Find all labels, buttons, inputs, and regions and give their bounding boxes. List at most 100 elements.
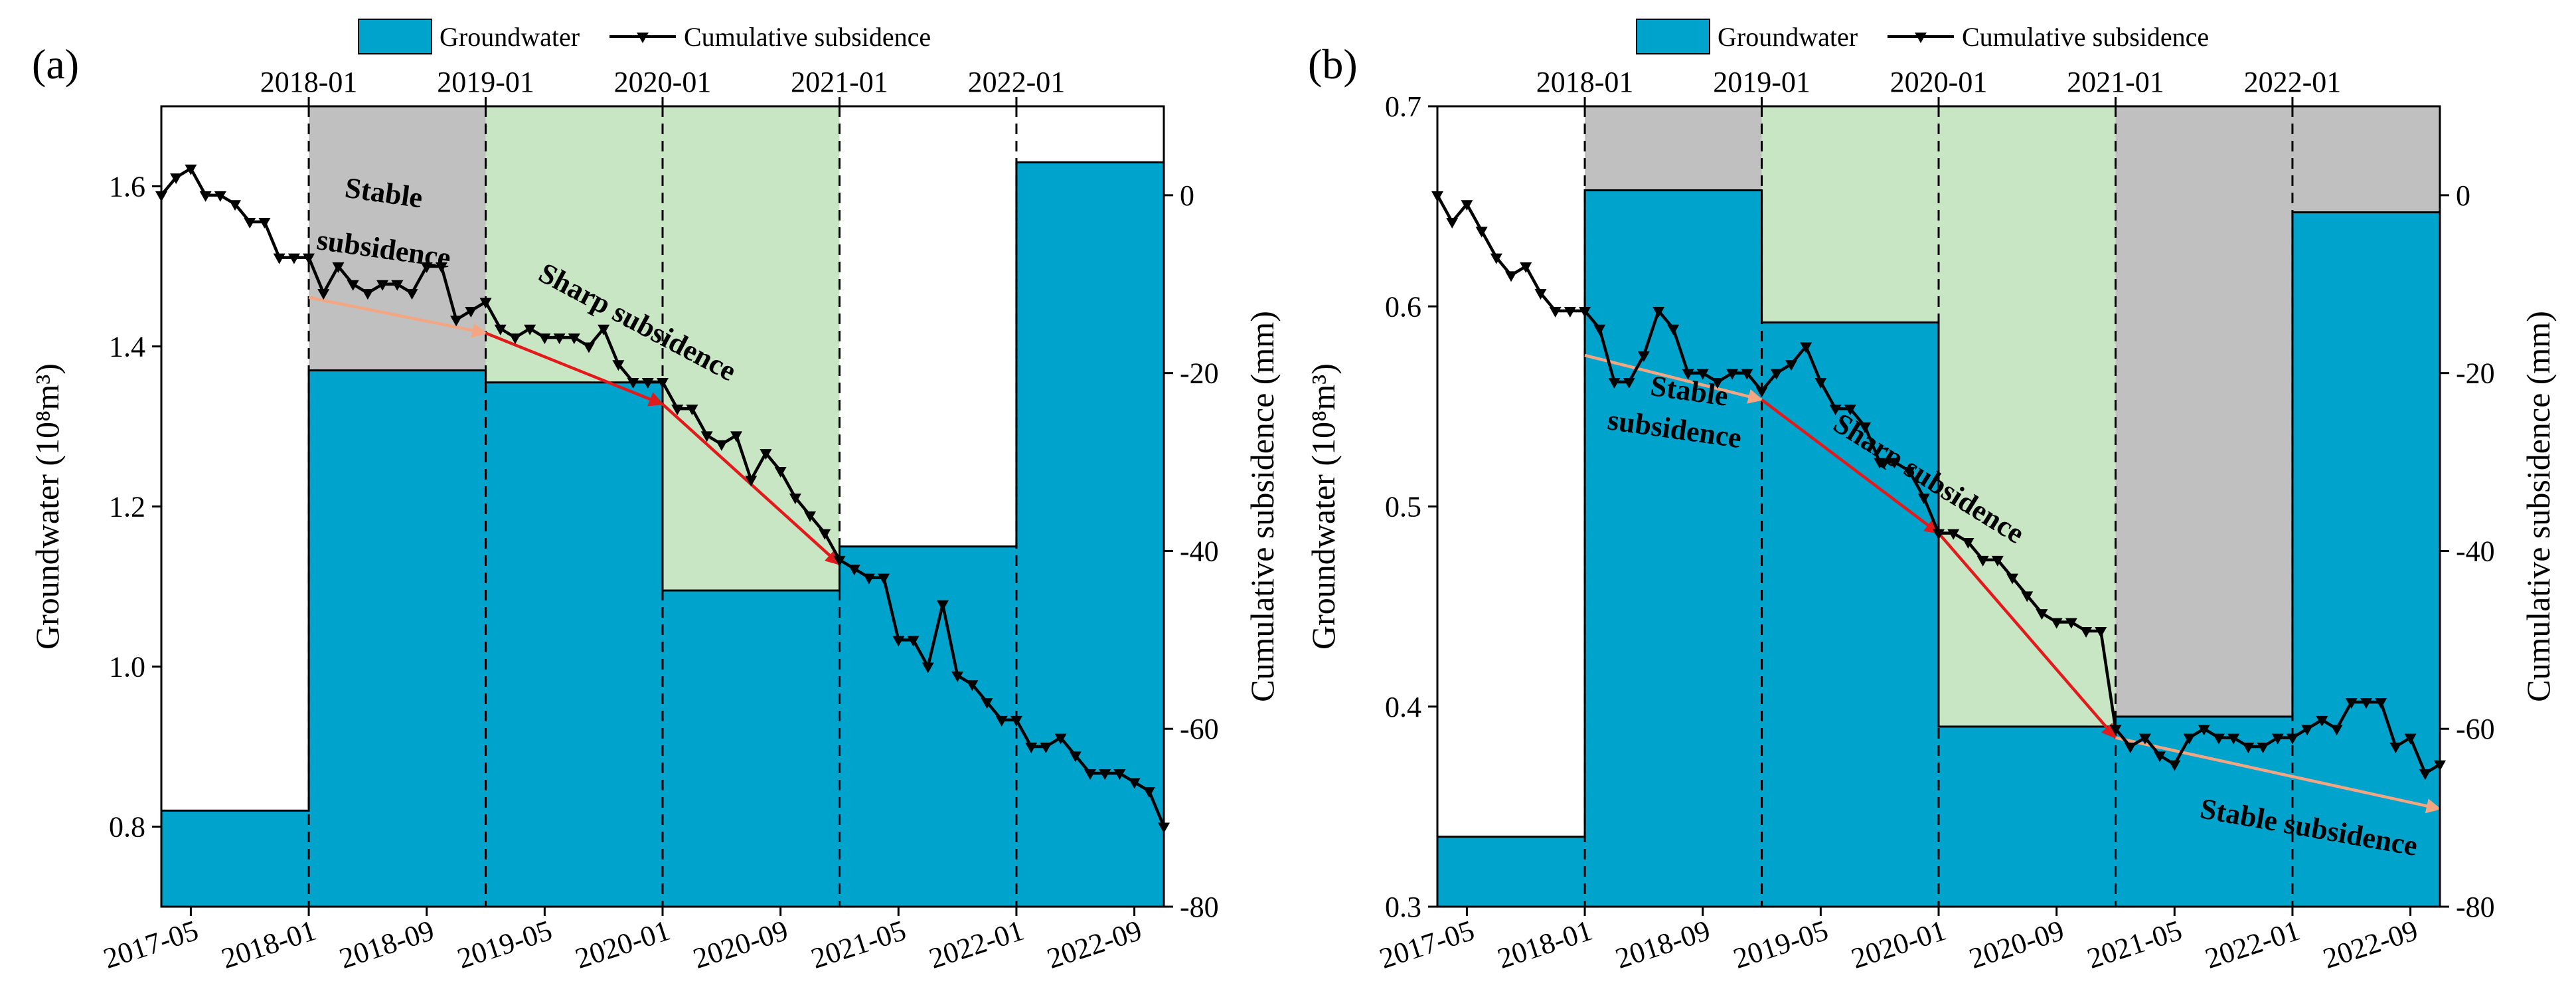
legend: Groundwater Cumulative subsidence xyxy=(1636,19,2209,54)
right-tick-label: -60 xyxy=(2456,713,2495,745)
subsidence-point xyxy=(2330,725,2343,736)
subsidence-point xyxy=(922,662,934,674)
subsidence-point xyxy=(2271,733,2284,745)
subsidence-point xyxy=(2257,743,2269,753)
subsidence-point xyxy=(1888,458,1901,469)
subsidence-point xyxy=(1947,529,1960,540)
panel-label: (b) xyxy=(1308,41,1358,88)
subsidence-point xyxy=(214,191,226,202)
subsidence-point xyxy=(1874,458,1886,469)
subsidence-point xyxy=(406,289,418,300)
subsidence-point xyxy=(2036,609,2048,620)
subsidence-point xyxy=(1858,422,1871,433)
subsidence-point xyxy=(789,494,801,505)
top-tick-label: 2022-01 xyxy=(968,66,1066,98)
left-tick-label: 0.8 xyxy=(109,811,145,844)
subsidence-point xyxy=(1844,405,1856,416)
chart-panel-a: 0.8 1.0 1.2 1.4 1.6 0 -20 -40 -60 -80 2018-01 2019-… xyxy=(29,19,1281,975)
subsidence-point xyxy=(966,680,979,691)
trend-arrow xyxy=(1937,532,2117,739)
subsidence-point xyxy=(2198,725,2210,736)
subsidence-point xyxy=(1652,306,1665,318)
top-tick-label: 2018-01 xyxy=(1536,66,1634,98)
legend-subsidence-marker xyxy=(1915,33,1927,43)
bottom-tick-label: 2020-09 xyxy=(1965,914,2068,975)
right-tick-label: -80 xyxy=(1180,891,1219,923)
legend-groundwater-swatch xyxy=(1636,19,1710,54)
bottom-tick-label: 2018-01 xyxy=(218,914,321,975)
subsidence-point xyxy=(568,333,580,345)
legend-groundwater-label: Groundwater xyxy=(440,22,580,52)
subsidence-point xyxy=(1549,306,1562,318)
subsidence-point xyxy=(435,262,447,273)
subsidence-point xyxy=(1726,369,1739,380)
groundwater-bar xyxy=(2292,212,2440,907)
subsidence-point xyxy=(244,218,256,229)
bottom-tick-label: 2022-09 xyxy=(1043,914,1146,975)
trend-arrow xyxy=(2115,736,2442,814)
subsidence-point xyxy=(730,431,743,442)
groundwater-bar xyxy=(161,810,309,907)
panel-label: (a) xyxy=(32,41,79,88)
subsidence-point xyxy=(833,555,846,567)
subsidence-point xyxy=(1933,529,1945,540)
subsidence-point xyxy=(1461,200,1473,211)
subsidence-point xyxy=(1814,378,1827,389)
right-tick-label: -20 xyxy=(2456,357,2495,390)
subsidence-point xyxy=(951,671,964,682)
bottom-tick-label: 2021-05 xyxy=(2083,914,2186,975)
subsidence-point xyxy=(819,529,831,540)
subsidence-point xyxy=(848,565,860,576)
subsidence-point xyxy=(1505,271,1518,282)
subsidence-point xyxy=(907,636,920,647)
subsidence-point xyxy=(1770,369,1783,380)
left-tick-label: 0.3 xyxy=(1385,891,1421,923)
subsidence-point xyxy=(1711,378,1724,389)
subsidence-point xyxy=(2109,725,2122,736)
left-axis-title: Groundwater (10⁸m³) xyxy=(1305,363,1342,650)
groundwater-bar xyxy=(485,382,663,907)
subsidence-point xyxy=(1534,289,1547,300)
subsidence-point xyxy=(2168,760,2181,771)
subsidence-point xyxy=(1962,538,1974,549)
subsidence-point xyxy=(981,698,993,709)
legend-groundwater-label: Groundwater xyxy=(1718,22,1858,52)
right-tick-label: -40 xyxy=(1180,535,1219,567)
subsidence-point xyxy=(391,280,404,291)
subsidence-point xyxy=(1025,743,1038,753)
subsidence-point xyxy=(804,511,817,522)
subsidence-point xyxy=(185,164,197,175)
subsidence-point xyxy=(170,173,183,185)
left-tick-label: 0.7 xyxy=(1385,90,1421,123)
subsidence-point xyxy=(995,715,1008,727)
chart-panel-b: 0.3 0.4 0.5 0.6 0.7 0 -20 -40 -60 -80 2018-01 2019-… xyxy=(1305,19,2557,975)
subsidence-point xyxy=(1917,494,1930,505)
subsidence-point xyxy=(2404,733,2417,745)
subsidence-point xyxy=(671,405,684,416)
subsidence-point xyxy=(465,306,477,318)
bottom-tick-label: 2018-01 xyxy=(1494,914,1597,975)
legend-subsidence-label: Cumulative subsidence xyxy=(1962,22,2209,52)
subsidence-point xyxy=(2095,626,2107,638)
subsidence-point xyxy=(2138,733,2151,745)
subsidence-point xyxy=(892,636,905,647)
left-tick-label: 0.5 xyxy=(1385,491,1421,523)
top-tick-label: 2022-01 xyxy=(2244,66,2342,98)
subsidence-point xyxy=(657,378,669,389)
subsidence-point xyxy=(1040,743,1052,753)
subsidence-point xyxy=(2212,733,2225,745)
subsidence-point xyxy=(1800,342,1812,353)
right-tick-label: -60 xyxy=(1180,713,1219,745)
subsidence-point xyxy=(553,333,566,345)
subsidence-point xyxy=(479,298,492,309)
subsidence-point xyxy=(420,262,433,273)
trend-arrow xyxy=(1584,353,1763,404)
groundwater-bar xyxy=(1939,726,2116,907)
top-tick-label: 2020-01 xyxy=(1890,66,1988,98)
subsidence-point xyxy=(2345,698,2358,709)
right-tick-label: 0 xyxy=(1180,179,1194,212)
left-tick-label: 1.0 xyxy=(109,651,145,684)
subsidence-point xyxy=(1903,466,1915,478)
legend-groundwater-swatch xyxy=(358,19,432,54)
subsidence-point xyxy=(258,218,271,229)
